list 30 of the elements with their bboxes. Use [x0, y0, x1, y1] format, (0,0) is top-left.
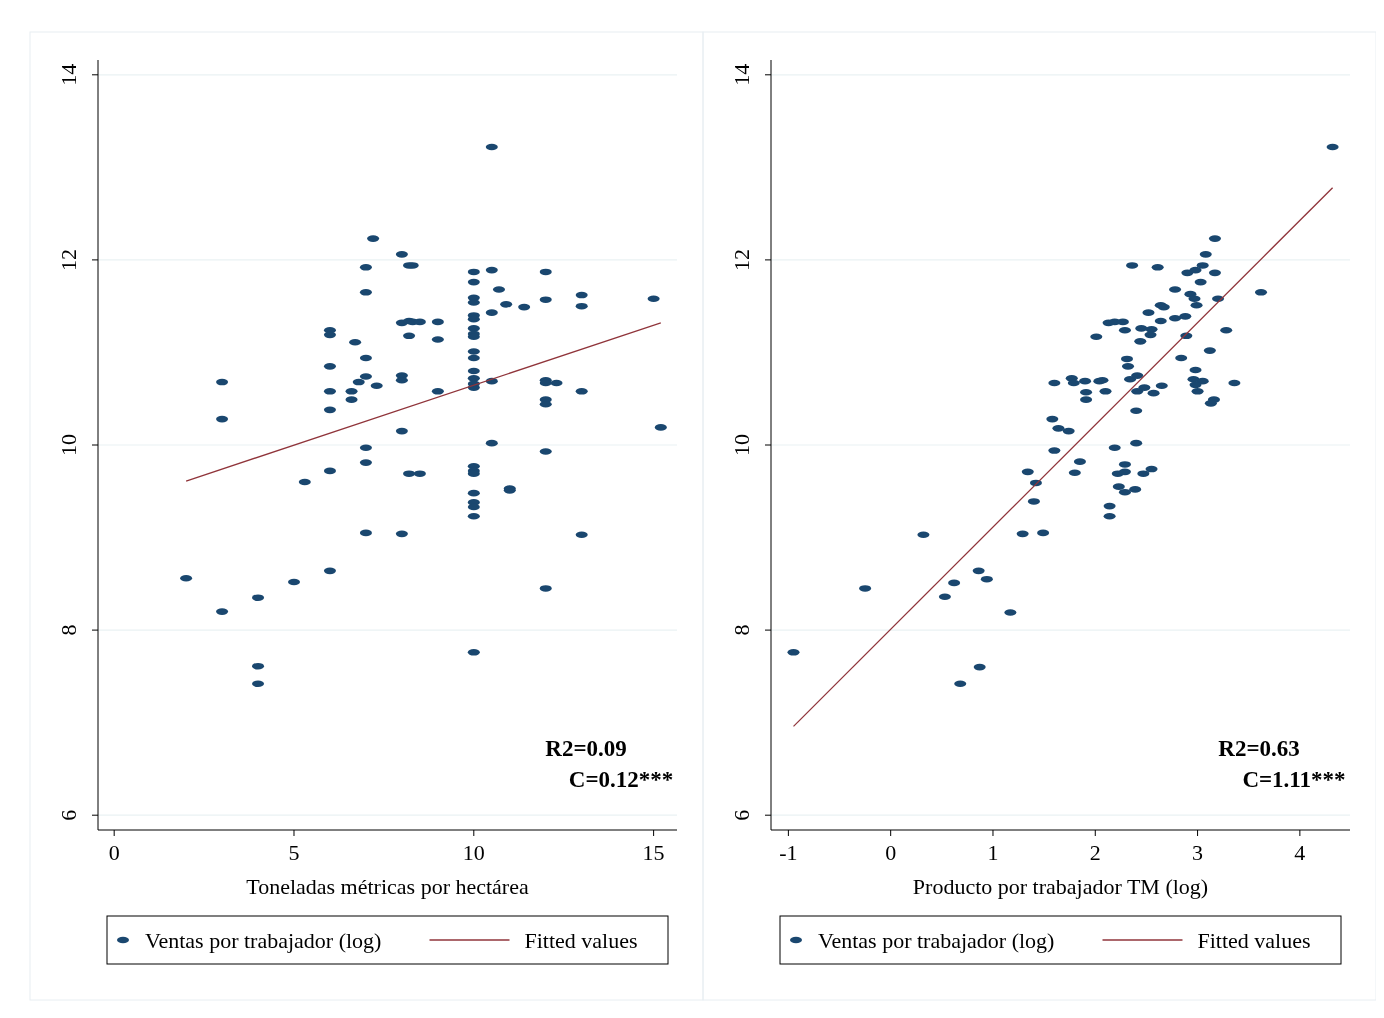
x-axis-title: Producto por trabajador TM (log): [912, 874, 1209, 899]
y-tick-label: 8: [56, 624, 81, 636]
y-tick-label: 6: [56, 809, 81, 821]
y-tick-label: 12: [56, 248, 81, 271]
x-tick-label: 5: [288, 840, 300, 865]
legend-label: Fitted values: [1197, 928, 1311, 953]
x-tick-label: 0: [108, 840, 120, 865]
x-tick-label: 3: [1192, 840, 1204, 865]
annotation: C=1.11***: [1242, 767, 1346, 792]
x-tick-label: 2: [1089, 840, 1101, 865]
y-tick-label: 10: [729, 434, 754, 456]
x-axis-title: Toneladas métricas por hectárea: [246, 874, 529, 899]
legend-label: Ventas por trabajador (log): [818, 928, 1055, 953]
x-tick-label: 15: [642, 840, 665, 865]
y-tick-label: 14: [56, 63, 81, 86]
x-tick-label: -1: [779, 840, 798, 865]
y-tick-label: 14: [729, 63, 754, 86]
y-tick-label: 12: [729, 248, 754, 271]
x-tick-label: 1: [987, 840, 999, 865]
y-tick-label: 6: [729, 809, 754, 821]
x-tick-label: 10: [462, 840, 485, 865]
x-tick-label: 4: [1294, 840, 1306, 865]
annotation: R2=0.63: [1218, 736, 1300, 761]
y-tick-label: 10: [56, 434, 81, 456]
x-tick-label: 0: [885, 840, 897, 865]
legend-label: Ventas por trabajador (log): [145, 928, 382, 953]
y-tick-label: 8: [729, 624, 754, 636]
legend-label: Fitted values: [524, 928, 638, 953]
annotation: C=0.12***: [568, 767, 674, 792]
annotation: R2=0.09: [545, 736, 627, 761]
